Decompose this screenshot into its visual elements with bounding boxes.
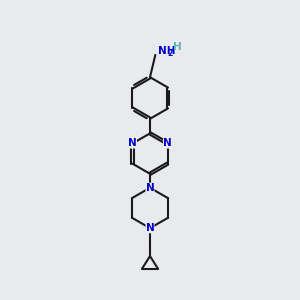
Text: N: N bbox=[163, 139, 172, 148]
Text: N: N bbox=[128, 139, 137, 148]
Text: 2: 2 bbox=[168, 49, 173, 58]
Text: H: H bbox=[172, 42, 181, 52]
Text: NH: NH bbox=[158, 46, 175, 56]
Text: N: N bbox=[146, 183, 154, 193]
Text: N: N bbox=[146, 223, 154, 233]
